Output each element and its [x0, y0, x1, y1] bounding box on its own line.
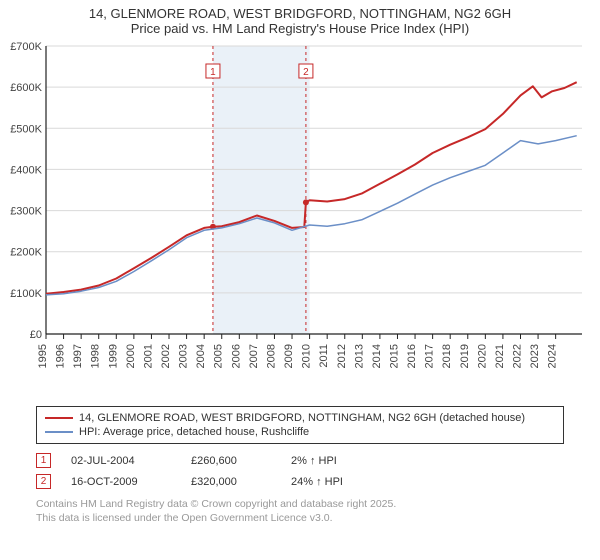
x-tick-label: 2007	[248, 344, 260, 368]
sale-row-marker: 2	[36, 474, 51, 489]
x-tick-label: 2015	[388, 344, 400, 368]
x-tick-label: 1999	[107, 344, 119, 368]
y-tick-label: £200K	[10, 247, 42, 259]
line-chart: £0 £100K £200K £300K £400K £500K £600K £700K 199…	[10, 38, 590, 398]
sales-table: 1 02-JUL-2004 £260,600 2% ↑ HPI 2 16-OCT-2009…	[36, 450, 564, 492]
sale-date: 16-OCT-2009	[71, 476, 171, 488]
x-tick-label: 2004	[195, 344, 207, 368]
y-tick-label: £100K	[10, 288, 42, 300]
sale-row: 1 02-JUL-2004 £260,600 2% ↑ HPI	[36, 450, 564, 471]
x-tick-label: 2003	[178, 344, 190, 368]
y-tick-label: £300K	[10, 206, 42, 218]
y-tick-label: £400K	[10, 164, 42, 176]
y-tick-label: £700K	[10, 41, 42, 53]
sale-price: £320,000	[191, 476, 271, 488]
x-tick-label: 1998	[90, 344, 102, 368]
x-tick-label: 2005	[213, 344, 225, 368]
attribution-line-1: Contains HM Land Registry data © Crown c…	[36, 498, 564, 512]
title-line-1: 14, GLENMORE ROAD, WEST BRIDGFORD, NOTTI…	[10, 6, 590, 21]
series-hpi	[46, 136, 577, 295]
x-tick-label: 1997	[72, 344, 84, 368]
x-tick-label: 2010	[301, 344, 313, 368]
legend-item: HPI: Average price, detached house, Rush…	[45, 425, 555, 439]
x-tick-label: 1995	[37, 344, 49, 368]
chart-area: £0 £100K £200K £300K £400K £500K £600K £700K 199…	[10, 38, 590, 398]
sale-marker-id: 2	[303, 67, 309, 78]
x-tick-label: 2021	[494, 344, 506, 368]
x-tick-label: 2014	[371, 344, 383, 368]
shaded-band	[213, 46, 310, 334]
y-tick-label: £600K	[10, 82, 42, 94]
x-tick-label: 1996	[55, 344, 67, 368]
x-tick-label: 2022	[511, 344, 523, 368]
x-tick-label: 2018	[441, 344, 453, 368]
x-tick-label: 2000	[125, 344, 137, 368]
x-tick-label: 2006	[230, 344, 242, 368]
x-tick-label: 2001	[142, 344, 154, 368]
x-tick-label: 2008	[265, 344, 277, 368]
legend-label: 14, GLENMORE ROAD, WEST BRIDGFORD, NOTTI…	[79, 412, 525, 424]
x-tick-label: 2020	[476, 344, 488, 368]
x-tick-label: 2013	[353, 344, 365, 368]
sale-row: 2 16-OCT-2009 £320,000 24% ↑ HPI	[36, 471, 564, 492]
sale-price: £260,600	[191, 455, 271, 467]
x-tick-label: 2012	[336, 344, 348, 368]
chart-title: 14, GLENMORE ROAD, WEST BRIDGFORD, NOTTI…	[0, 0, 600, 38]
x-tick-label: 2023	[529, 344, 541, 368]
series-price_paid	[46, 82, 577, 294]
sale-pct: 24% ↑ HPI	[291, 476, 391, 488]
attribution-line-2: This data is licensed under the Open Gov…	[36, 512, 564, 526]
sale-row-marker: 1	[36, 453, 51, 468]
legend-swatch	[45, 431, 73, 433]
legend-label: HPI: Average price, detached house, Rush…	[79, 426, 309, 438]
legend: 14, GLENMORE ROAD, WEST BRIDGFORD, NOTTI…	[36, 406, 564, 444]
x-tick-label: 2011	[318, 344, 330, 368]
legend-swatch	[45, 417, 73, 419]
x-tick-label: 2017	[424, 344, 436, 368]
sale-marker-id: 1	[210, 67, 216, 78]
x-tick-label: 2016	[406, 344, 418, 368]
sale-date: 02-JUL-2004	[71, 455, 171, 467]
x-tick-label: 2009	[283, 344, 295, 368]
x-tick-label: 2019	[459, 344, 471, 368]
y-tick-label: £500K	[10, 123, 42, 135]
x-tick-label: 2024	[547, 344, 559, 368]
x-tick-label: 2002	[160, 344, 172, 368]
sale-pct: 2% ↑ HPI	[291, 455, 391, 467]
attribution: Contains HM Land Registry data © Crown c…	[36, 498, 564, 525]
legend-item: 14, GLENMORE ROAD, WEST BRIDGFORD, NOTTI…	[45, 411, 555, 425]
y-tick-label: £0	[30, 329, 42, 341]
title-line-2: Price paid vs. HM Land Registry's House …	[10, 21, 590, 36]
